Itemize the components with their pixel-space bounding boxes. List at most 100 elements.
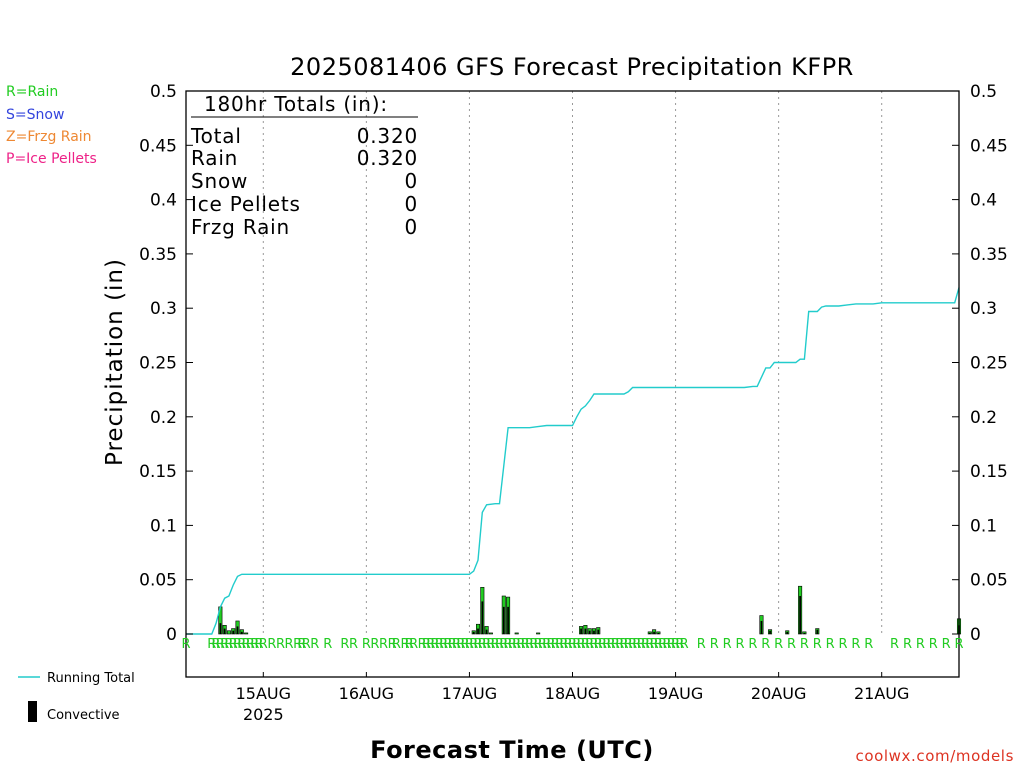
y-tick-label-right: 0.25 [970,354,1008,374]
convective-bar [477,628,479,634]
totals-label-snow: Snow [191,169,248,193]
x-tick-sublabel: 2025 [243,705,284,724]
type-marker-r: R [207,637,216,652]
totals-value-total: 0.320 [357,124,418,148]
type-marker-r: R [254,637,263,652]
y-tick-label-right: 0 [970,625,981,645]
type-marker-r: R [890,637,899,652]
type-marker-r: R [568,637,577,652]
y-tick-label-left: 0.45 [139,136,177,156]
type-marker-r: R [594,637,603,652]
y-tick-label-left: 0.5 [150,82,177,102]
totals-label-rain: Rain [191,146,238,170]
type-marker-r: R [456,637,465,652]
type-marker-r: R [409,637,418,652]
type-marker-r: R [242,637,251,652]
convective-legend-label: Convective [47,708,120,723]
type-marker-r: R [800,637,809,652]
y-tick-label-left: 0.4 [150,191,177,211]
y-tick-label-left: 0.1 [150,516,177,536]
type-marker-r: R [422,637,431,652]
y-tick-label-left: 0.25 [139,354,177,374]
convective-bar [799,595,801,634]
precip-type-legend: R=Rain S=Snow Z=Frzg Rain P=Ice Pellets [6,84,97,167]
type-marker-r: R [478,637,487,652]
totals-label-frzg-rain: Frzg Rain [191,215,290,239]
totals-value-ice-pellets: 0 [404,192,418,216]
type-marker-r: R [697,637,706,652]
y-tick-label-right: 0.3 [970,299,997,319]
precip-bar [536,632,541,635]
type-marker-r: R [431,637,440,652]
type-marker-r: R [516,637,525,652]
y-ticks-right: 0 0.05 0.1 0.15 0.2 0.25 0.3 0.35 0.4 0.45 0.5 [952,82,1008,645]
legend-freezing-rain: Z=Frzg Rain [6,129,92,145]
precip-bar [488,632,493,635]
y-tick-label-right: 0.15 [970,462,1008,482]
y-tick-label-right: 0.35 [970,245,1008,265]
x-axis-label: Forecast Time (UTC) [370,736,654,764]
type-marker-r: R [246,637,255,652]
type-marker-r: R [233,637,242,652]
type-marker-r: R [212,637,221,652]
y-tick-label-right: 0.5 [970,82,997,102]
convective-bar [648,632,651,634]
type-marker-r: R [443,637,452,652]
totals-value-frzg-rain: 0 [404,215,418,239]
totals-box: 180hr Totals (in): Total 0.320 Rain 0.32… [190,92,418,239]
type-marker-r: R [547,637,556,652]
x-tick-label: 21AUG [854,684,909,703]
running-total-legend-label: Running Total [47,671,135,686]
type-marker-r: R [748,637,757,652]
y-tick-label-right: 0.45 [970,136,1008,156]
type-marker-r: R [654,637,663,652]
convective-bar [653,631,655,634]
convective-bar [236,626,239,634]
type-marker-r: R [237,637,246,652]
precip-bar [226,630,231,635]
type-marker-r: R [615,637,624,652]
x-ticks: 15AUG 2025 16AUG 17AUG 18AUG 19AUG 20AUG 21AUG [236,672,909,724]
type-marker-r: R [521,637,530,652]
convective-bar [769,630,771,634]
type-marker-r: R [267,637,276,652]
type-marker-r: R [473,637,482,652]
type-marker-r: R [637,637,646,652]
y-axis-label: Precipitation (in) [102,258,128,466]
type-marker-r: R [534,637,543,652]
type-marker-r: R [826,637,835,652]
y-tick-label-right: 0.05 [970,571,1008,591]
type-marker-r: R [349,637,358,652]
type-marker-r: R [486,637,495,652]
running-total-line [186,287,960,635]
type-marker-r: R [181,637,190,652]
type-marker-r: R [285,637,294,652]
y-tick-label-left: 0.15 [139,462,177,482]
type-marker-r: R [323,637,332,652]
type-marker-r: R [662,637,671,652]
running-total-polyline [186,287,960,635]
type-marker-r: R [559,637,568,652]
convective-bar [223,628,226,634]
precip-bar [244,632,249,635]
type-marker-r: R [388,637,397,652]
type-marker-r: R [903,637,912,652]
type-marker-r: R [250,637,259,652]
type-marker-r: R [839,637,848,652]
type-marker-r: R [942,637,951,652]
type-marker-r: R [293,637,302,652]
convective-bar [593,630,595,634]
type-marker-r: R [813,637,822,652]
type-marker-r: R [405,637,414,652]
type-marker-r: R [542,637,551,652]
x-tick-label: 15AUG [236,684,291,703]
totals-label-total: Total [190,124,242,148]
convective-bar [219,623,222,634]
x-tick-label: 18AUG [545,684,600,703]
type-marker-r: R [645,637,654,652]
type-marker-r: R [675,637,684,652]
convective-bar [580,628,582,634]
type-marker-r: R [216,637,225,652]
x-tick-label: 16AUG [339,684,394,703]
type-marker-r: R [276,637,285,652]
